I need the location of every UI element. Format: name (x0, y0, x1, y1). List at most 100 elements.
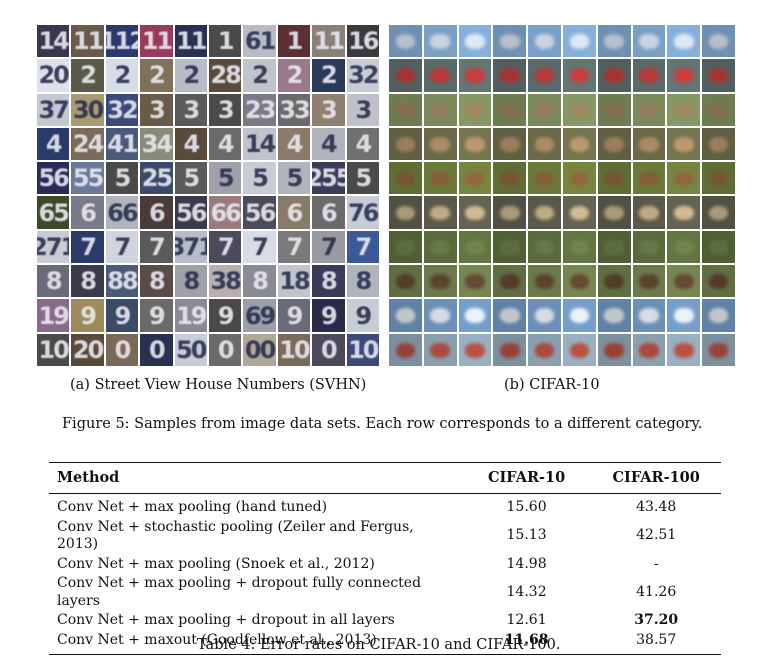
cifar10-sample-image (458, 25, 492, 58)
house-number-digits: 23 (244, 95, 276, 124)
house-number-digits: 9 (149, 301, 166, 330)
object-blob (708, 205, 729, 221)
svhn-subcaption: (a) Street View House Numbers (SVHN) (70, 377, 367, 393)
house-number-digits: 65 (38, 198, 69, 227)
cifar10-sample-image (423, 299, 457, 332)
object-blob (673, 239, 694, 255)
object-blob (499, 308, 520, 324)
svhn-sample-image: 10 (346, 333, 379, 366)
house-number-digits: 8 (321, 267, 338, 296)
object-blob (673, 34, 694, 49)
object-blob (708, 34, 729, 49)
cifar10-sample-image (528, 230, 561, 264)
object-blob (499, 136, 520, 152)
cifar10-sample-image (667, 93, 701, 126)
object-blob (534, 274, 555, 289)
house-number-digits: 3 (217, 95, 235, 124)
house-number-digits: 20 (72, 335, 104, 364)
cifar10-sample-image (493, 299, 527, 332)
method-cell: Conv Net + max pooling + dropout in all … (57, 612, 395, 628)
svhn-sample-image: 6 (312, 196, 345, 229)
svhn-sample-image: 38 (209, 265, 242, 298)
house-number-digits: 16 (348, 27, 379, 56)
svhn-sample-image: 19 (174, 299, 207, 332)
house-number-digits: 00 (244, 335, 276, 364)
cifar10-sample-image (493, 162, 527, 195)
cifar10-sample-image (528, 333, 561, 366)
cifar10-sample-image (528, 196, 561, 229)
house-number-digits: 271 (37, 232, 70, 261)
svhn-sample-image: 7 (346, 230, 379, 264)
cifar10-sample-image (493, 196, 527, 229)
svhn-sample-image: 24 (71, 127, 104, 161)
cifar100-cell: - (653, 555, 659, 572)
object-blob (465, 171, 485, 187)
svhn-sample-image: 7 (277, 230, 311, 264)
object-blob (534, 239, 555, 255)
svhn-sample-image: 9 (105, 299, 139, 332)
object-blob (430, 102, 451, 118)
cifar10-sample-image (667, 196, 701, 229)
house-number-digits: 371 (174, 232, 207, 261)
house-number-digits: 20 (38, 61, 69, 90)
object-blob (604, 239, 625, 255)
svhn-sample-image: 112 (105, 25, 139, 58)
house-number-digits: 7 (252, 232, 269, 261)
object-blob (534, 342, 555, 358)
house-number-digits: 38 (210, 267, 241, 296)
cifar10-sample-image (389, 333, 422, 366)
object-blob (430, 34, 451, 49)
cifar100-cell: 38.57 (591, 630, 721, 655)
cifar10-sample-image (423, 162, 457, 195)
house-number-digits: 11 (176, 27, 207, 56)
cifar10-sample-image (493, 127, 527, 161)
house-number-digits: 8 (183, 267, 200, 296)
cifar10-sample-image (702, 299, 735, 332)
svhn-sample-image: 7 (209, 230, 242, 264)
house-number-digits: 4 (45, 130, 63, 159)
svhn-sample-image: 3 (209, 93, 242, 126)
house-number-digits: 3 (355, 95, 372, 124)
svhn-sample-image: 5 (346, 162, 379, 195)
house-number-digits: 66 (107, 198, 138, 227)
method-cell: Conv Net + stochastic pooling (Zeiler an… (57, 518, 414, 553)
cifar100-cell: 43.48 (636, 499, 677, 515)
table-caption: Table 4: Error rates on CIFAR-10 and CIF… (197, 637, 561, 653)
cifar10-sample-image (702, 93, 735, 126)
object-blob (673, 308, 694, 324)
house-number-digits: 11 (141, 27, 173, 56)
house-number-digits: 32 (348, 61, 379, 90)
cifar10-sample-image (458, 93, 492, 126)
house-number-digits: 19 (38, 301, 69, 330)
cifar10-sample-image (562, 162, 596, 195)
cifar10-sample-image (528, 59, 561, 92)
house-number-digits: 7 (80, 232, 97, 261)
object-blob (430, 205, 451, 221)
house-number-digits: 3 (149, 95, 166, 124)
svhn-sample-image: 19 (37, 299, 70, 332)
cifar10-sample-image (632, 59, 666, 92)
svhn-sample-image: 271 (37, 230, 70, 264)
svhn-sample-image: 2 (174, 59, 207, 92)
svhn-sample-image: 32 (105, 93, 139, 126)
object-blob (430, 68, 451, 84)
object-blob (395, 308, 416, 324)
svhn-sample-image: 00 (243, 333, 276, 366)
cifar10-sample-image (702, 230, 735, 264)
svhn-sample-image: 8 (174, 265, 207, 298)
cifar10-sample-image (667, 25, 701, 58)
cifar10-sample-image (667, 59, 701, 92)
svhn-sample-image: 8 (37, 265, 70, 298)
cifar10-sample-image (562, 265, 596, 298)
svhn-sample-image: 6 (71, 196, 104, 229)
svhn-sample-image: 4 (37, 127, 70, 161)
house-number-digits: 0 (321, 335, 338, 364)
cifar10-sample-image (423, 25, 457, 58)
house-number-digits: 7 (321, 232, 338, 261)
svhn-sample-image: 41 (105, 127, 139, 161)
cifar10-sample-image (562, 59, 596, 92)
object-blob (569, 342, 590, 358)
svhn-sample-image: 6 (277, 196, 311, 229)
method-cell: Conv Net + max pooling (hand tuned) (57, 499, 328, 515)
cifar10-sample-image (458, 265, 492, 298)
